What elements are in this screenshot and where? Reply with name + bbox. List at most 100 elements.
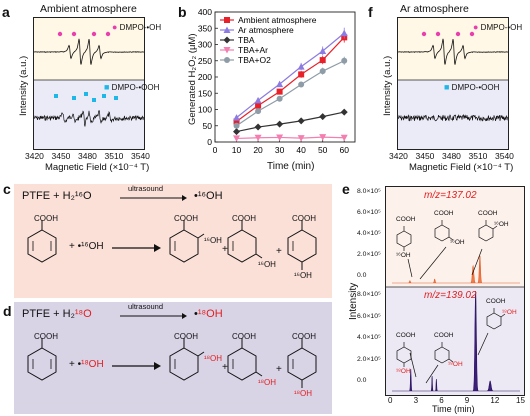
panel-e-ytick: 8.0×10⁵ [357, 188, 381, 195]
panel-e-b3-cooh: COOH [486, 298, 506, 305]
ooh-marker [102, 94, 106, 98]
legend-label: TBA+O2 [238, 55, 271, 65]
ooh-marker [72, 96, 76, 100]
panel-f-legend-oh: DMPO-•OH [480, 23, 523, 32]
y-tick-label: 400 [198, 7, 212, 17]
panel-c-plus1: + [222, 244, 228, 255]
data-point [319, 57, 326, 64]
panel-d-radical-iso: ¹⁸OH [81, 359, 104, 370]
panel-f-xtick: 3420 [389, 151, 408, 161]
ooh-marker [84, 92, 88, 96]
y-tick-label: 250 [198, 56, 212, 66]
panel-a-xtick: 3420 [25, 151, 44, 161]
panel-f-ylabel: Intensity (a.u.) [382, 55, 393, 116]
panel-d-eq-right-dot: • [194, 308, 198, 320]
panel-a-legend-ooh: DMPO-•OOH [111, 83, 160, 92]
panel-f-xtick: 3540 [495, 151, 514, 161]
panel-f-oh-markers [421, 31, 475, 37]
panel-d-radical: + • [69, 359, 82, 370]
panel-e-xtick: 9 [464, 396, 470, 405]
panel-d-product-ortho [169, 338, 205, 381]
panel-c-plus2: + [276, 246, 282, 257]
panel-c-eq-right: •¹⁶OH [194, 190, 223, 202]
panel-f-frame: ● DMPO-•OH ■ DMPO-•OOH [397, 17, 522, 150]
panel-f-bottom-bg [398, 80, 508, 149]
panel-c-product-ortho [169, 220, 205, 263]
panel-e-t2-sub: ¹⁶OH [450, 239, 465, 246]
data-point [297, 117, 305, 125]
panel-e-b1-cooh: COOH [396, 332, 416, 339]
panel-d-plus2: + [276, 364, 282, 375]
panel-e-ytick: 4.0×10⁵ [357, 230, 381, 237]
panel-a-top-bg [34, 18, 144, 80]
panel-d-letter: d [3, 303, 12, 319]
y-tick-label: 0 [207, 137, 212, 147]
data-point [254, 96, 262, 104]
panel-e-t1-cooh: COOH [396, 216, 416, 223]
data-point [233, 114, 241, 121]
panel-a-xtick: 3450 [51, 151, 71, 161]
panel-a-ooh-markers [54, 92, 118, 102]
panel-e-letter: e [342, 181, 350, 197]
panel-d-box: PTFE + H₂¹⁸O ultrasound •¹⁸OH [14, 302, 332, 414]
panel-e-xtick: 6 [439, 396, 444, 405]
legend-label: Ar atmosphere [238, 25, 294, 35]
x-tick-label: 50 [318, 145, 328, 155]
x-tick-label: 40 [296, 145, 306, 155]
data-point [233, 135, 241, 142]
panel-d-product-meta [227, 338, 263, 381]
data-point [298, 81, 305, 88]
panel-d-reaction [27, 338, 317, 388]
data-point [233, 118, 240, 125]
x-tick-label: 10 [232, 145, 242, 155]
panel-f-top-bg [398, 18, 508, 80]
data-point [254, 134, 262, 142]
panel-e-ytick: 2.0×10⁵ [357, 251, 381, 258]
legend-marker [224, 17, 230, 23]
panel-e-139-chromatogram [392, 290, 520, 392]
panel-d-eq-left-iso: ¹⁸O [74, 308, 92, 320]
panel-c-p3-cooh: COOH [292, 214, 316, 223]
panel-f-oh-spectrum [398, 38, 508, 65]
x-tick-label: 30 [275, 145, 285, 155]
panel-a-ylabel: Intensity (a.u.) [18, 55, 29, 116]
panel-a-bottom-bg [34, 80, 144, 149]
panel-d-p3-sub: ¹⁸OH [294, 389, 313, 398]
panel-e-t1-sub: ¹⁶OH [396, 252, 411, 259]
x-tick-label: 20 [253, 145, 263, 155]
ooh-marker [92, 98, 96, 102]
legend-marker [223, 26, 231, 33]
panel-e-b2-cooh: COOH [434, 332, 454, 339]
panel-c-eq-arrow-label: ultrasound [128, 184, 164, 193]
panel-a-xtick: 3510 [104, 151, 124, 161]
oh-marker [71, 31, 77, 37]
panel-c-reaction-arrow [112, 244, 161, 252]
panel-e-b2-sub: ¹⁸OH [448, 361, 463, 368]
panel-e-ytick: 6.0×10⁵ [357, 209, 381, 216]
panel-e-b3-sub: ¹⁸OH [502, 309, 517, 316]
y-tick-label: 100 [198, 105, 212, 115]
data-point [276, 95, 283, 102]
panel-a-frame: ● DMPO-•OH ■ DMPO-•OOH [33, 17, 161, 150]
panel-d-p2-cooh: COOH [232, 332, 256, 341]
panel-c-radical: + •¹⁶OH [69, 241, 104, 252]
series-line [236, 36, 345, 123]
data-point [319, 113, 327, 121]
panel-a-title: Ambient atmosphere [40, 3, 137, 15]
oh-marker [105, 31, 111, 37]
panel-c-letter: c [3, 181, 11, 197]
data-point [297, 63, 305, 70]
legend-label: TBA+Ar [238, 45, 268, 55]
panel-d-eq-left: PTFE + H₂ [22, 308, 75, 320]
data-point [276, 120, 284, 128]
oh-marker [469, 31, 475, 37]
panel-f-xlabel: Magnetic Field (×10⁻⁴ T) [409, 162, 514, 173]
panel-f-xtick: 3450 [415, 151, 435, 161]
data-point [276, 80, 284, 88]
panel-e-xlabel: Time (min) [432, 404, 475, 414]
oh-marker [91, 31, 97, 37]
y-tick-label: 350 [198, 23, 212, 33]
panel-d-product-para [287, 338, 317, 388]
panel-e-bottom-structures [396, 308, 506, 384]
panel-c-p2-sub: ¹⁶OH [258, 260, 276, 269]
